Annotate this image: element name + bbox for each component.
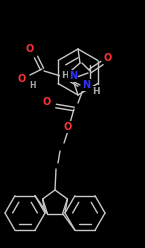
Text: N: N <box>69 71 77 81</box>
Text: H: H <box>61 71 69 81</box>
Text: O: O <box>43 97 51 107</box>
Text: O: O <box>104 53 112 63</box>
Text: H: H <box>29 81 35 90</box>
Text: H: H <box>92 87 100 95</box>
Text: O: O <box>18 74 26 84</box>
Text: O: O <box>64 122 72 132</box>
Text: N: N <box>82 80 90 90</box>
Text: O: O <box>26 44 34 54</box>
